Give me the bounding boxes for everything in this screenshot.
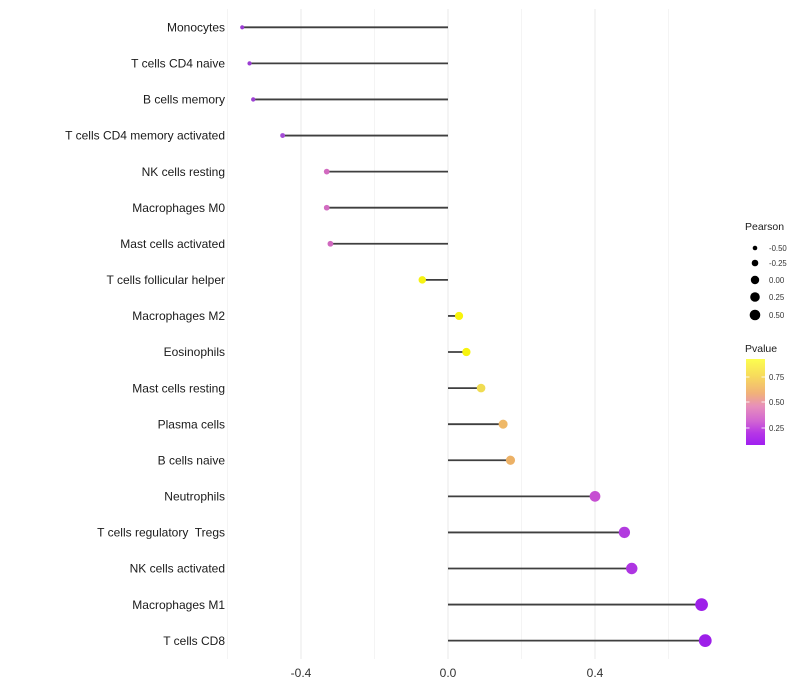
- y-axis-label: T cells CD8: [163, 634, 225, 648]
- legend-color-label: 0.75: [769, 373, 785, 382]
- legend-size-dot: [752, 245, 758, 251]
- legend-size-dot: [749, 309, 761, 321]
- lollipop-point: [498, 419, 508, 429]
- lollipop-point: [280, 133, 286, 138]
- lollipop-point: [418, 276, 427, 284]
- y-axis-label: Macrophages M2: [132, 309, 225, 323]
- legend-color-label: 0.25: [769, 424, 785, 433]
- lollipop-point: [240, 25, 245, 30]
- lollipop-point: [505, 455, 516, 465]
- lollipop-point: [589, 490, 601, 502]
- lollipop-point: [695, 598, 708, 611]
- y-axis-label: Neutrophils: [164, 490, 225, 504]
- legend-size-label: 0.50: [769, 311, 785, 320]
- y-axis-label: T cells regulatory Tregs: [97, 526, 225, 540]
- lollipop-point: [618, 526, 631, 539]
- x-axis-tick-label: -0.4: [291, 666, 312, 680]
- lollipop-point: [327, 240, 334, 247]
- legend-size-label: -0.50: [769, 244, 787, 253]
- lollipop-point: [251, 97, 256, 102]
- legend-size-dot: [750, 275, 760, 285]
- lollipop-point: [454, 311, 464, 321]
- lollipop-point: [323, 168, 330, 175]
- x-axis-tick-label: 0.0: [440, 666, 457, 680]
- lollipop-point: [462, 347, 471, 357]
- lollipop-point: [247, 61, 252, 66]
- y-axis-label: Eosinophils: [164, 345, 225, 359]
- y-axis-label: T cells CD4 naive: [131, 57, 225, 71]
- y-axis-label: Plasma cells: [158, 417, 225, 431]
- lollipop-point: [323, 204, 330, 211]
- y-axis-label: Monocytes: [167, 21, 225, 35]
- y-axis-label: B cells memory: [143, 93, 225, 107]
- legend-color-label: 0.50: [769, 398, 785, 407]
- legend-size-title: Pearson: [745, 221, 784, 233]
- y-axis-label: Macrophages M1: [132, 598, 225, 612]
- lollipop-point: [698, 634, 712, 648]
- legend-size-label: 0.00: [769, 276, 785, 285]
- y-axis-label: Mast cells activated: [120, 237, 225, 251]
- legend-size-label: -0.25: [769, 259, 787, 268]
- y-axis-label: B cells naive: [158, 453, 226, 467]
- legend-size-dot: [751, 259, 759, 267]
- lollipop-point: [476, 383, 486, 393]
- y-axis-label: Mast cells resting: [132, 381, 225, 395]
- lollipop-point: [626, 562, 638, 575]
- y-axis-label: NK cells resting: [142, 165, 225, 179]
- y-axis-label: T cells CD4 memory activated: [65, 129, 225, 143]
- x-axis-tick-label: 0.4: [587, 666, 604, 680]
- y-axis-label: Macrophages M0: [132, 201, 225, 215]
- y-axis-label: NK cells activated: [130, 562, 225, 576]
- legend-color-bar: [746, 359, 765, 445]
- y-axis-label: T cells follicular helper: [107, 273, 226, 287]
- legend-color-title: Pvalue: [745, 343, 777, 355]
- legend-size-label: 0.25: [769, 293, 785, 302]
- legend-size-dot: [750, 292, 760, 302]
